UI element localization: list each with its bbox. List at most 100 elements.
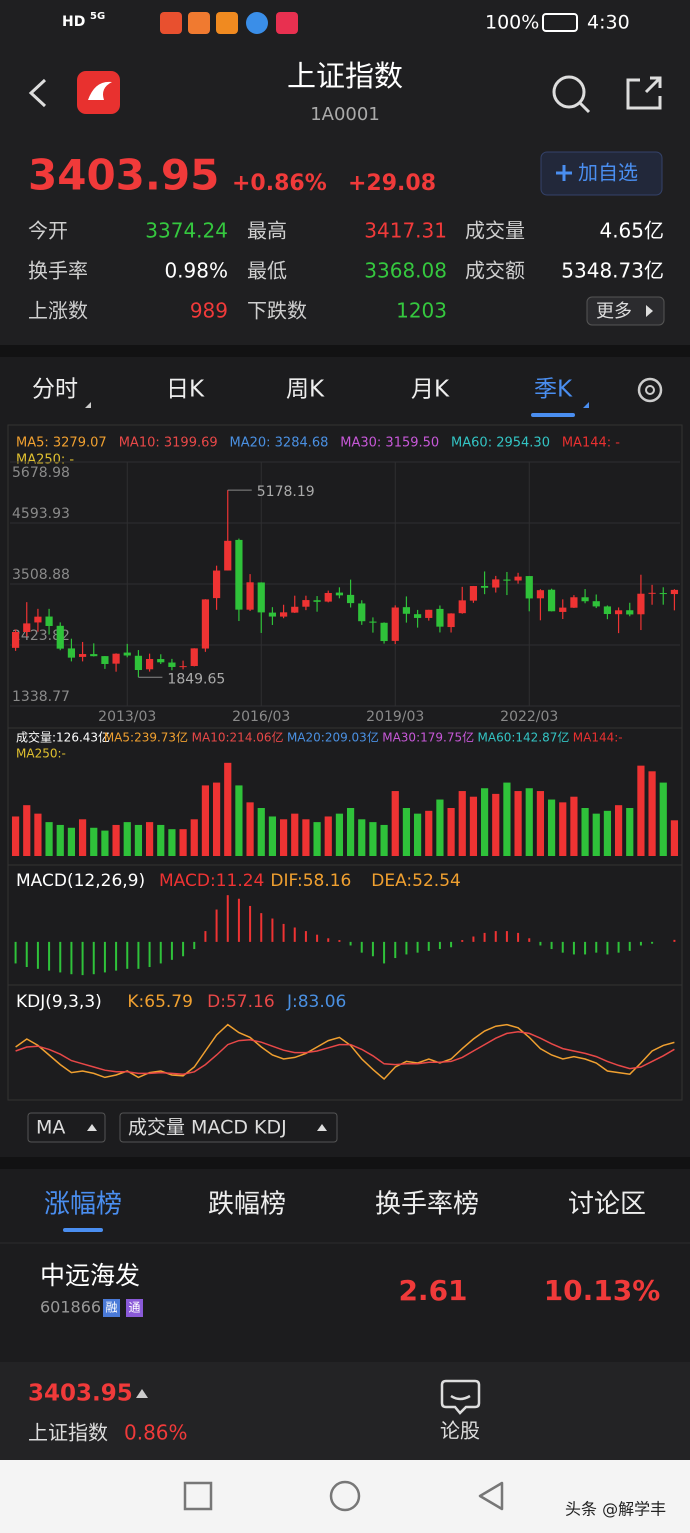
nav-recent[interactable] (183, 1481, 213, 1511)
legend-item: MACD:11.24 (159, 871, 264, 891)
candle-body (402, 607, 411, 614)
volume-bar (145, 822, 154, 856)
badge (126, 1299, 143, 1317)
back-button[interactable] (28, 78, 47, 108)
nav-back[interactable] (478, 1481, 504, 1511)
rank-tab[interactable]: 换手率榜 (375, 1190, 479, 1220)
volume-bar (324, 816, 332, 856)
volume-bar (413, 813, 422, 856)
add-watchlist-button[interactable] (540, 151, 663, 196)
search-button[interactable] (552, 75, 586, 109)
volume-bar (90, 827, 98, 856)
candle-body (212, 570, 221, 599)
y-tick-label: 4593.93 (12, 506, 70, 522)
rank-tab[interactable]: 跌幅榜 (208, 1190, 286, 1220)
indicator-button[interactable] (119, 1112, 338, 1143)
battery-icon (542, 13, 578, 32)
candle-body (90, 654, 98, 657)
volume-bar (257, 808, 265, 856)
divider (0, 1157, 690, 1169)
stat-label: 下跌数 (247, 299, 307, 323)
rank-tab[interactable]: 讨论区 (568, 1190, 646, 1220)
volume-bar (45, 822, 53, 856)
volume-bar (570, 796, 578, 856)
more-button[interactable] (586, 296, 665, 326)
volume-bar (626, 808, 634, 856)
settings-button[interactable] (637, 377, 663, 403)
volume-bar (380, 824, 388, 856)
legend-item: D:57.16 (207, 992, 275, 1012)
tab[interactable]: 周K (286, 377, 325, 403)
discuss-button[interactable]: 论股 (440, 1419, 480, 1443)
legend-item: J:83.06 (286, 992, 346, 1012)
tab[interactable]: 日K (166, 377, 205, 403)
tab[interactable]: 季K (534, 377, 573, 403)
candle-body (514, 576, 522, 581)
volume-bar (212, 782, 221, 856)
legend-item: MA250: - (16, 453, 74, 468)
bottom-arrow (136, 1389, 148, 1398)
bottom-pct: 0.86% (124, 1421, 188, 1445)
legend-item: MA250:- (16, 747, 66, 761)
candle-body (201, 599, 210, 649)
status-battery: 100% (485, 12, 539, 34)
volume-bar (179, 829, 187, 856)
candle-body (168, 662, 176, 667)
candle-body (559, 607, 567, 612)
candle-body (447, 613, 455, 628)
candle-body (179, 666, 187, 668)
change-pct: +0.86% (232, 171, 327, 196)
candle-body (190, 648, 198, 667)
volume-bar (346, 808, 355, 856)
tabs: 分时 日K 周K 月K 季K (32, 377, 589, 417)
status-icon (216, 12, 238, 34)
volume-bar (56, 824, 64, 856)
volume-bar (425, 810, 433, 856)
tab[interactable]: 月K (411, 377, 450, 403)
legend-item: MA10: 3199.69 (119, 436, 218, 451)
stat-value: 989 (190, 299, 228, 323)
volume-bar (592, 813, 600, 856)
volume-bar (168, 829, 176, 856)
share-button[interactable] (626, 76, 662, 110)
candle-body (134, 655, 143, 671)
candle-body (123, 652, 131, 656)
candle-body (145, 658, 154, 670)
status-icon (246, 12, 268, 34)
stat-value: 3374.24 (145, 219, 228, 243)
indicator-button[interactable] (27, 1112, 106, 1143)
discuss-icon (440, 1379, 481, 1415)
candle-body (648, 592, 656, 594)
candle-body (224, 540, 232, 571)
y-tick-label: 1338.77 (12, 689, 70, 705)
legend-item: MA144: - (562, 436, 620, 451)
tab[interactable]: 分时 (32, 377, 78, 403)
candle-body (34, 616, 42, 623)
candle-body (469, 586, 478, 601)
legend-item: MA60: 2954.30 (451, 436, 550, 451)
rank-stock-name[interactable]: 中远海发 (40, 1261, 140, 1290)
volume-bar (313, 822, 321, 856)
tab-dropdown (583, 402, 589, 408)
stat-value: 0.98% (164, 259, 228, 283)
x-tick-label: 2013/03 (98, 709, 156, 725)
indicator-label: 成交量 MACD KDJ (128, 1117, 287, 1139)
rank-price: 2.61 (398, 1274, 467, 1307)
rank-tab[interactable]: 涨幅榜 (44, 1190, 122, 1220)
candle-body (670, 589, 679, 595)
candle-body (570, 597, 578, 608)
candle-body (313, 600, 321, 602)
stat-value: 1203 (396, 299, 447, 323)
stat-value: 3417.31 (364, 219, 447, 243)
indicator-label: MA (36, 1117, 65, 1139)
candle-body (413, 614, 422, 618)
stat-label: 换手率 (28, 259, 88, 283)
volume-bar (246, 802, 254, 856)
candle-body (56, 625, 64, 649)
tab-dropdown (85, 402, 91, 408)
volume-bar (447, 808, 455, 856)
nav-home[interactable] (329, 1480, 361, 1512)
legend-item: MA30:179.75亿 (382, 730, 474, 745)
